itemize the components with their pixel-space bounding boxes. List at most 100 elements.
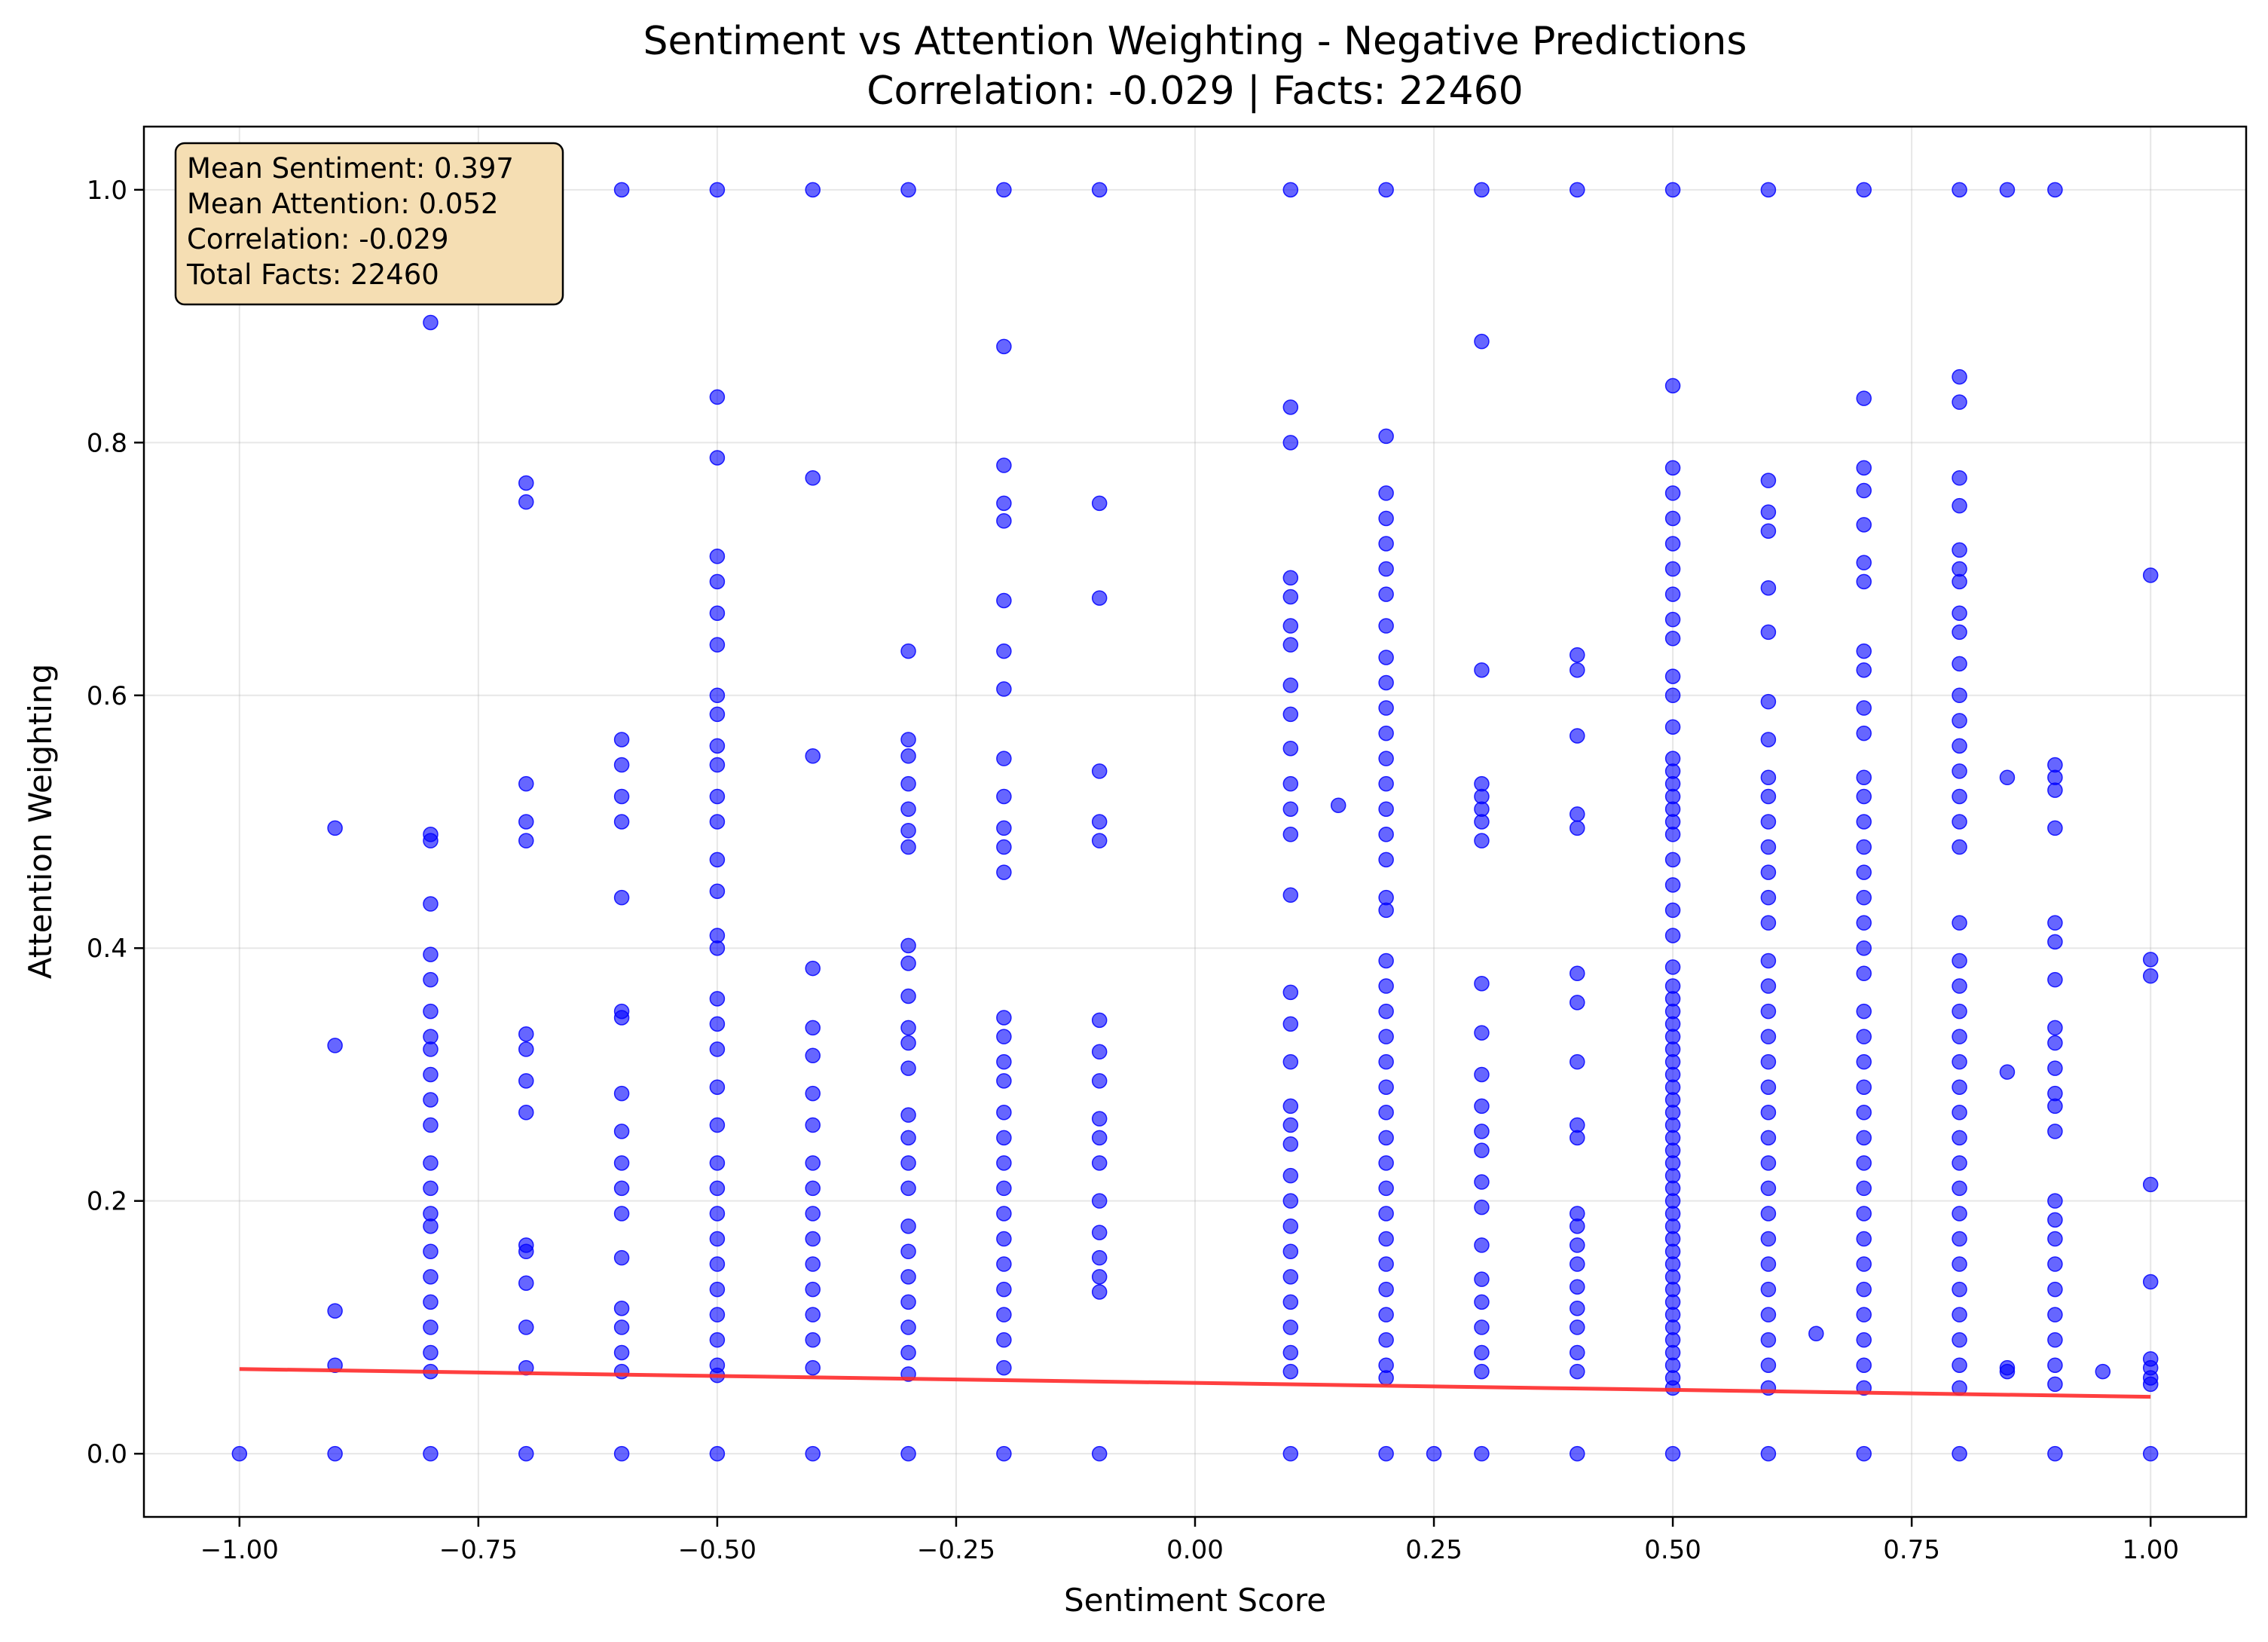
data-point	[423, 1092, 439, 1108]
data-point	[1282, 1363, 1299, 1380]
data-point	[1856, 643, 1872, 659]
data-point	[1474, 1098, 1490, 1115]
y-tick-label-0: 0.0	[87, 1439, 127, 1469]
data-point	[996, 820, 1012, 836]
data-point	[900, 988, 916, 1004]
data-point	[805, 1231, 821, 1247]
data-point	[423, 314, 439, 331]
data-point	[1570, 1237, 1585, 1253]
data-point	[1474, 1445, 1490, 1462]
data-point	[1760, 1180, 1777, 1197]
data-point	[1091, 182, 1108, 198]
data-point	[1952, 394, 1967, 410]
data-point	[1952, 1003, 1967, 1020]
data-point	[1474, 1237, 1490, 1253]
data-point	[1378, 1003, 1394, 1020]
data-point	[900, 1020, 916, 1036]
data-point	[1378, 1332, 1394, 1348]
data-point	[709, 389, 726, 405]
data-point	[1091, 1269, 1108, 1285]
data-point	[1760, 1357, 1777, 1373]
y-tick-label-2: 0.4	[87, 934, 127, 964]
data-point	[1570, 995, 1585, 1011]
data-point	[1664, 902, 1681, 919]
data-point	[1091, 763, 1108, 779]
data-point	[1952, 656, 1967, 672]
data-point	[1856, 1029, 1872, 1044]
data-point	[613, 1445, 630, 1462]
data-point	[1952, 713, 1967, 729]
data-point	[2047, 182, 2063, 198]
data-point	[1378, 1079, 1394, 1095]
data-point	[1091, 833, 1108, 849]
data-point	[1952, 182, 1967, 198]
data-point	[613, 1180, 630, 1197]
chart-subtitle: Correlation: -0.029 | Facts: 22460	[867, 69, 1524, 114]
data-point	[805, 1332, 821, 1348]
data-point	[1664, 182, 1681, 198]
data-point	[1760, 693, 1777, 710]
data-point	[805, 960, 821, 977]
data-point	[1282, 1193, 1299, 1209]
data-point	[996, 1256, 1012, 1272]
data-point	[1474, 1025, 1490, 1041]
data-point	[1474, 1199, 1490, 1215]
data-point	[1760, 1332, 1777, 1348]
data-point	[900, 1269, 916, 1285]
data-point	[1856, 1206, 1872, 1222]
data-point	[1856, 517, 1872, 533]
data-point	[423, 1003, 439, 1020]
data-point	[1664, 852, 1681, 868]
data-point	[1378, 1155, 1394, 1171]
data-point	[996, 513, 1012, 529]
data-point	[613, 732, 630, 748]
data-point	[1856, 769, 1872, 786]
data-point	[1952, 1079, 1967, 1095]
data-point	[996, 1206, 1012, 1222]
data-point	[2047, 1445, 2063, 1462]
data-point	[709, 814, 726, 830]
data-point	[1856, 1155, 1872, 1171]
data-point	[1282, 887, 1299, 904]
data-point	[613, 1249, 630, 1266]
data-point	[1378, 1357, 1394, 1373]
data-point	[1378, 1231, 1394, 1247]
data-point	[709, 1357, 726, 1373]
data-point	[1570, 1445, 1585, 1462]
data-point	[1856, 662, 1872, 678]
data-point	[1091, 1130, 1108, 1146]
data-point	[1952, 1445, 1967, 1462]
data-point	[1760, 864, 1777, 880]
data-point	[1952, 978, 1967, 994]
data-point	[2047, 820, 2063, 836]
x-tick-label-2: −0.50	[678, 1535, 757, 1565]
data-point	[1378, 1180, 1394, 1197]
data-point	[1378, 428, 1394, 445]
data-point	[1952, 368, 1967, 385]
data-point	[709, 706, 726, 723]
data-point	[996, 1231, 1012, 1247]
data-point	[1091, 1193, 1108, 1209]
data-point	[996, 1053, 1012, 1070]
data-point	[1378, 889, 1394, 906]
data-point	[1282, 1344, 1299, 1361]
x-tick-label-3: −0.25	[917, 1535, 995, 1565]
data-point	[1856, 1130, 1872, 1146]
data-point	[1426, 1445, 1442, 1462]
data-point	[1474, 975, 1490, 992]
data-point	[709, 1206, 726, 1222]
data-point	[1664, 959, 1681, 975]
data-point	[1952, 1053, 1967, 1070]
data-point	[1952, 1155, 1967, 1171]
data-point	[1282, 775, 1299, 792]
data-point	[900, 1130, 916, 1146]
data-point	[2047, 1193, 2063, 1209]
data-point	[1856, 940, 1872, 956]
data-points	[231, 182, 2159, 1462]
data-point	[2047, 1307, 2063, 1322]
data-point	[1760, 978, 1777, 994]
data-point	[1856, 1003, 1872, 1020]
data-point	[900, 1445, 916, 1462]
data-point	[1474, 1344, 1490, 1361]
